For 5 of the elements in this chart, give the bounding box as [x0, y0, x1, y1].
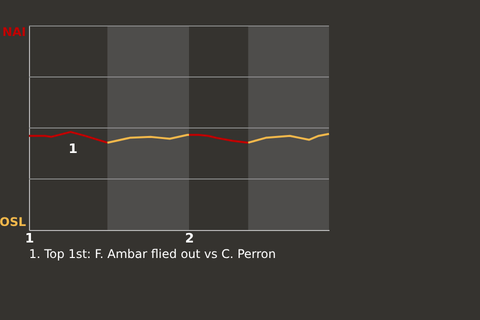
text: 1. Top 1st: F. Ambar flied out vs C. Perron	[29, 247, 276, 261]
annotation: 1	[68, 142, 78, 157]
text: NAI	[2, 25, 26, 39]
x-tick-label: 2	[184, 232, 194, 246]
text: OSL	[0, 215, 26, 229]
